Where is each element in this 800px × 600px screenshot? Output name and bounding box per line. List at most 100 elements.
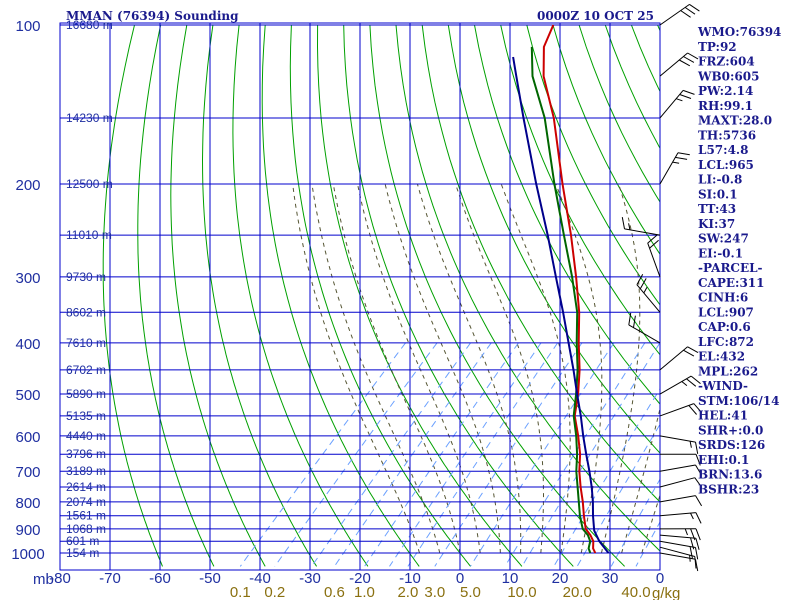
wind-barb: [636, 284, 661, 313]
temperature-tick-label: -30: [299, 570, 321, 587]
height-label: 5890 m: [66, 387, 106, 401]
index-entry: MPL:262: [698, 364, 758, 378]
wind-barb-flag: [680, 10, 691, 18]
index-entry: EHI:0.1: [698, 453, 749, 467]
pressure-tick-label: 200: [15, 177, 40, 194]
temperature-tick-label: -40: [249, 570, 271, 587]
index-entry: RH:99.1: [698, 99, 753, 113]
moist-adiabat: [555, 183, 603, 554]
index-entry: SI:0.1: [698, 187, 738, 201]
mixing-ratio-unit: g/kg: [652, 585, 680, 600]
height-label: 8602 m: [66, 305, 106, 319]
height-label: 1561 m: [66, 509, 106, 523]
index-entry: -PARCEL-: [698, 261, 763, 275]
index-entry: TH:5736: [698, 128, 756, 142]
mixing-ratio-tick-label: 2.0: [397, 584, 418, 600]
wind-barb-flag: [683, 349, 695, 357]
wind-barb-flag: [689, 555, 691, 562]
moist-adiabat: [311, 183, 441, 554]
moist-adiabat: [384, 183, 501, 554]
moist-adiabat: [416, 183, 522, 553]
index-entry: FRZ:604: [698, 55, 755, 69]
wind-barb: [647, 242, 661, 278]
index-entry: SRDS:126: [698, 438, 765, 452]
index-entry: -WIND-: [698, 379, 748, 393]
parcel-trace: [512, 56, 610, 554]
wind-barb-flag: [628, 312, 632, 325]
wind-barb-flag: [694, 556, 697, 569]
temperature-tick-label: -20: [349, 570, 371, 587]
wind-barb-flag: [683, 56, 695, 63]
wind-barb-flag: [681, 381, 688, 386]
temperature-tick-label: 20: [552, 570, 569, 587]
wind-barb-flag: [695, 538, 700, 550]
wind-barb: [659, 512, 696, 517]
wind-barb-flag: [693, 403, 703, 414]
chart-title: MMAN (76394) Sounding: [66, 9, 239, 23]
wind-barb-flag: [679, 94, 692, 99]
isobars: [60, 24, 660, 554]
temperature-tick-label: -70: [99, 570, 121, 587]
wind-barb-flag: [677, 152, 690, 156]
wind-barb: [659, 435, 696, 443]
wind-barb-flag: [695, 528, 701, 541]
wind-barb-flag: [647, 234, 658, 244]
moist-adiabat: [292, 183, 421, 554]
pressure-tick-label: 900: [15, 522, 40, 539]
wind-barb-flag: [695, 512, 702, 524]
isotherms: [60, 23, 660, 570]
wind-barb-flag: [621, 217, 625, 229]
pressure-tick-label: 300: [15, 270, 40, 287]
height-label: 4440 m: [66, 429, 106, 443]
wind-barb: [659, 464, 696, 472]
height-label: 16680 m: [66, 18, 113, 32]
temperature-tick-label: 0: [456, 570, 464, 587]
index-entry: LFC:872: [698, 335, 754, 349]
wind-barb-flag: [687, 346, 699, 354]
indices-panel: WMO:76394TP:92FRZ:604WB0:605PW:2.14RH:99…: [697, 25, 781, 496]
wind-barb: [659, 540, 696, 548]
mixing-ratio-tick-label: 0.1: [230, 584, 251, 600]
wind-barb-flag: [695, 464, 703, 476]
index-entry: CINH:6: [698, 291, 748, 305]
index-entry: TT:43: [698, 202, 736, 216]
dry-adiabat: [447, 24, 660, 454]
wind-barb-flag: [689, 546, 693, 559]
mixing-ratio-tick-label: 3.0: [424, 584, 445, 600]
wind-barb-flag: [687, 52, 699, 60]
wind-barb: [659, 52, 688, 77]
height-label: 3796 m: [66, 447, 106, 461]
mixing-ratio-tick-label: 40.0: [621, 584, 650, 600]
index-entry: MAXT:28.0: [698, 114, 772, 128]
wind-barb: [659, 546, 695, 557]
index-entry: STM:106/14: [698, 394, 779, 408]
temperature-tick-label: -60: [149, 570, 171, 587]
pressure-tick-label: 500: [15, 387, 40, 404]
dry-adiabat: [552, 24, 660, 255]
index-entry: WMO:76394: [697, 25, 781, 39]
wind-barb-flag: [684, 528, 688, 536]
wind-barb: [628, 324, 661, 344]
wind-barb-flag: [690, 528, 696, 541]
pressure-tick-label: 1000: [11, 546, 44, 563]
wind-barb-flag: [695, 454, 701, 466]
index-entry: EL:432: [698, 350, 745, 364]
sounding-traces: [512, 24, 610, 554]
moist-adiabat: [600, 183, 641, 554]
wind-barb: [659, 495, 696, 503]
wind-barb-flag: [695, 547, 699, 560]
height-label: 9730 m: [66, 270, 106, 284]
index-entry: CAP:0.6: [698, 320, 751, 334]
index-entry: LCL:965: [698, 158, 754, 172]
wind-barb: [659, 403, 694, 417]
wind-barb: [659, 477, 695, 488]
wind-barb-flag: [643, 286, 648, 294]
temperature-tick-label: 10: [502, 570, 519, 587]
wind-barb-flag: [689, 3, 700, 12]
wind-barb-flag: [672, 161, 680, 164]
pressure-tick-label: 700: [15, 464, 40, 481]
wind-barb-flag: [676, 98, 683, 102]
wind-barb-flag: [684, 6, 696, 15]
